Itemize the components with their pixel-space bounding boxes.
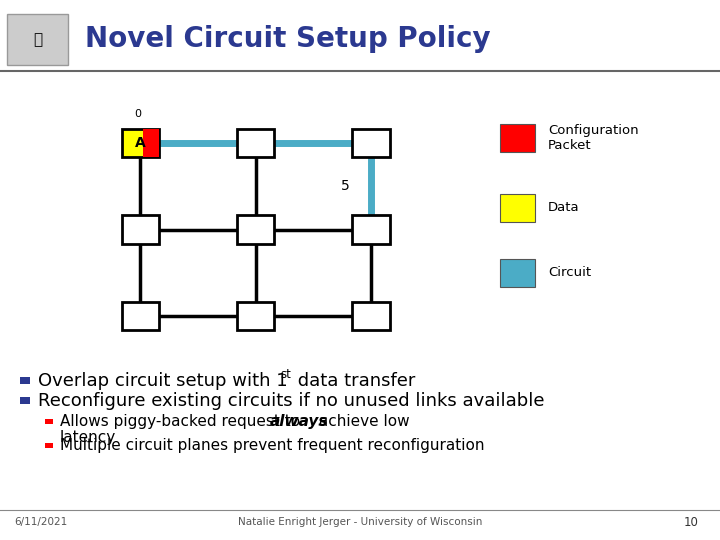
Bar [500, 194, 535, 222]
Text: 5: 5 [341, 179, 350, 193]
Bar [500, 124, 535, 152]
Bar [122, 129, 159, 157]
Bar [237, 129, 274, 157]
Text: 🐑: 🐑 [33, 32, 42, 47]
Text: achieve low: achieve low [314, 414, 410, 429]
Text: 10: 10 [683, 516, 698, 529]
Bar [374, 129, 390, 157]
Bar [352, 129, 390, 157]
Text: Reconfigure existing circuits if no unused links available: Reconfigure existing circuits if no unus… [38, 392, 544, 410]
Bar [45, 443, 53, 448]
Bar [45, 418, 53, 424]
Bar [237, 302, 274, 330]
Bar [258, 129, 274, 157]
Text: Data: Data [548, 201, 580, 214]
Bar [20, 377, 30, 384]
Bar [143, 129, 159, 157]
Text: Circuit: Circuit [548, 266, 591, 279]
Text: Overlap circuit setup with 1: Overlap circuit setup with 1 [38, 372, 288, 390]
Bar [352, 215, 390, 244]
Text: 6/11/2021: 6/11/2021 [14, 517, 68, 527]
Text: latency: latency [60, 430, 116, 445]
Text: A: A [135, 136, 145, 150]
Bar [500, 259, 535, 287]
Bar [7, 14, 68, 65]
Bar [122, 215, 159, 244]
Bar [122, 302, 159, 330]
Text: always: always [270, 414, 328, 429]
Text: Novel Circuit Setup Policy: Novel Circuit Setup Policy [85, 25, 490, 53]
Bar [237, 215, 274, 244]
Text: Multiple circuit planes prevent frequent reconfiguration: Multiple circuit planes prevent frequent… [60, 438, 485, 453]
Text: st: st [280, 368, 291, 381]
Text: 0: 0 [135, 109, 142, 119]
Text: data transfer: data transfer [292, 372, 415, 390]
Text: Natalie Enright Jerger - University of Wisconsin: Natalie Enright Jerger - University of W… [238, 517, 482, 527]
Text: Configuration
Packet: Configuration Packet [548, 124, 639, 152]
Bar [20, 397, 30, 404]
Bar [352, 302, 390, 330]
Text: Allows piggy-backed request to: Allows piggy-backed request to [60, 414, 305, 429]
